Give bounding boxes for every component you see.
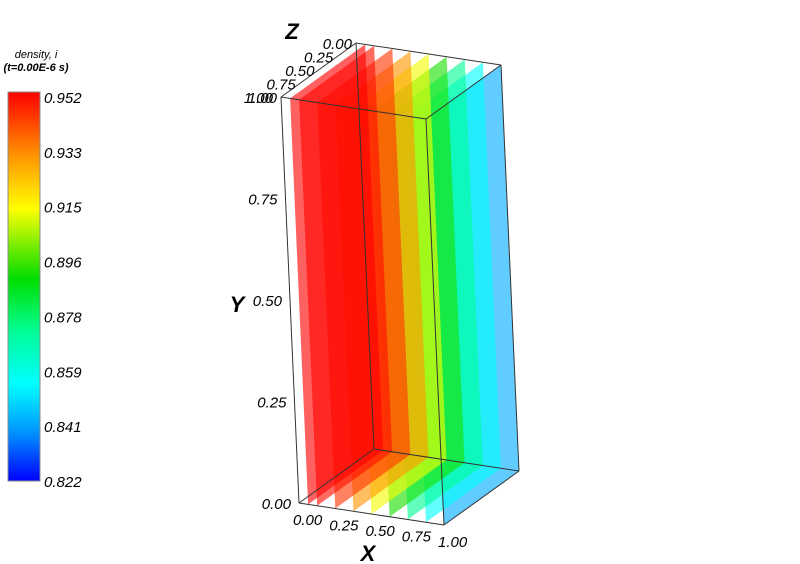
x-tick-label: 1.00 <box>438 534 468 551</box>
legend-ticks: 0.952 0.933 0.915 0.896 0.878 0.859 0.841 0.822 <box>44 90 82 491</box>
z-axis-name: Z <box>284 19 300 44</box>
x-axis-name: X <box>359 541 377 564</box>
legend-tick-label: 0.952 <box>44 90 82 107</box>
slice-planes <box>290 44 519 525</box>
legend-colorbar <box>8 92 40 481</box>
legend-title: density, i <box>15 49 58 61</box>
y-tick-label: 0.25 <box>257 395 287 412</box>
legend-tick-label: 0.915 <box>44 200 82 217</box>
legend-tick-label: 0.822 <box>44 474 82 491</box>
color-legend: density, i (t=0.00E-6 s) 0.952 0.933 0.915… <box>3 49 82 491</box>
legend-subtitle: (t=0.00E-6 s) <box>3 62 68 74</box>
x-tick-label: 0.75 <box>402 529 432 546</box>
legend-tick-label: 0.933 <box>44 145 82 162</box>
legend-tick-label: 0.859 <box>44 364 82 381</box>
legend-tick-label: 0.841 <box>44 419 82 436</box>
y-tick-label: 0.00 <box>262 496 292 513</box>
legend-tick-label: 0.878 <box>44 309 82 326</box>
y-axis-name: Y <box>230 292 247 317</box>
x-tick-label: 0.50 <box>366 523 396 540</box>
y-tick-label: 0.75 <box>248 192 278 209</box>
legend-tick-label: 0.896 <box>44 255 82 272</box>
z-tick-label: 1.00 <box>248 90 278 107</box>
x-tick-label: 0.25 <box>329 518 359 535</box>
x-tick-label: 0.00 <box>293 512 323 529</box>
y-tick-label: 0.50 <box>253 293 283 310</box>
